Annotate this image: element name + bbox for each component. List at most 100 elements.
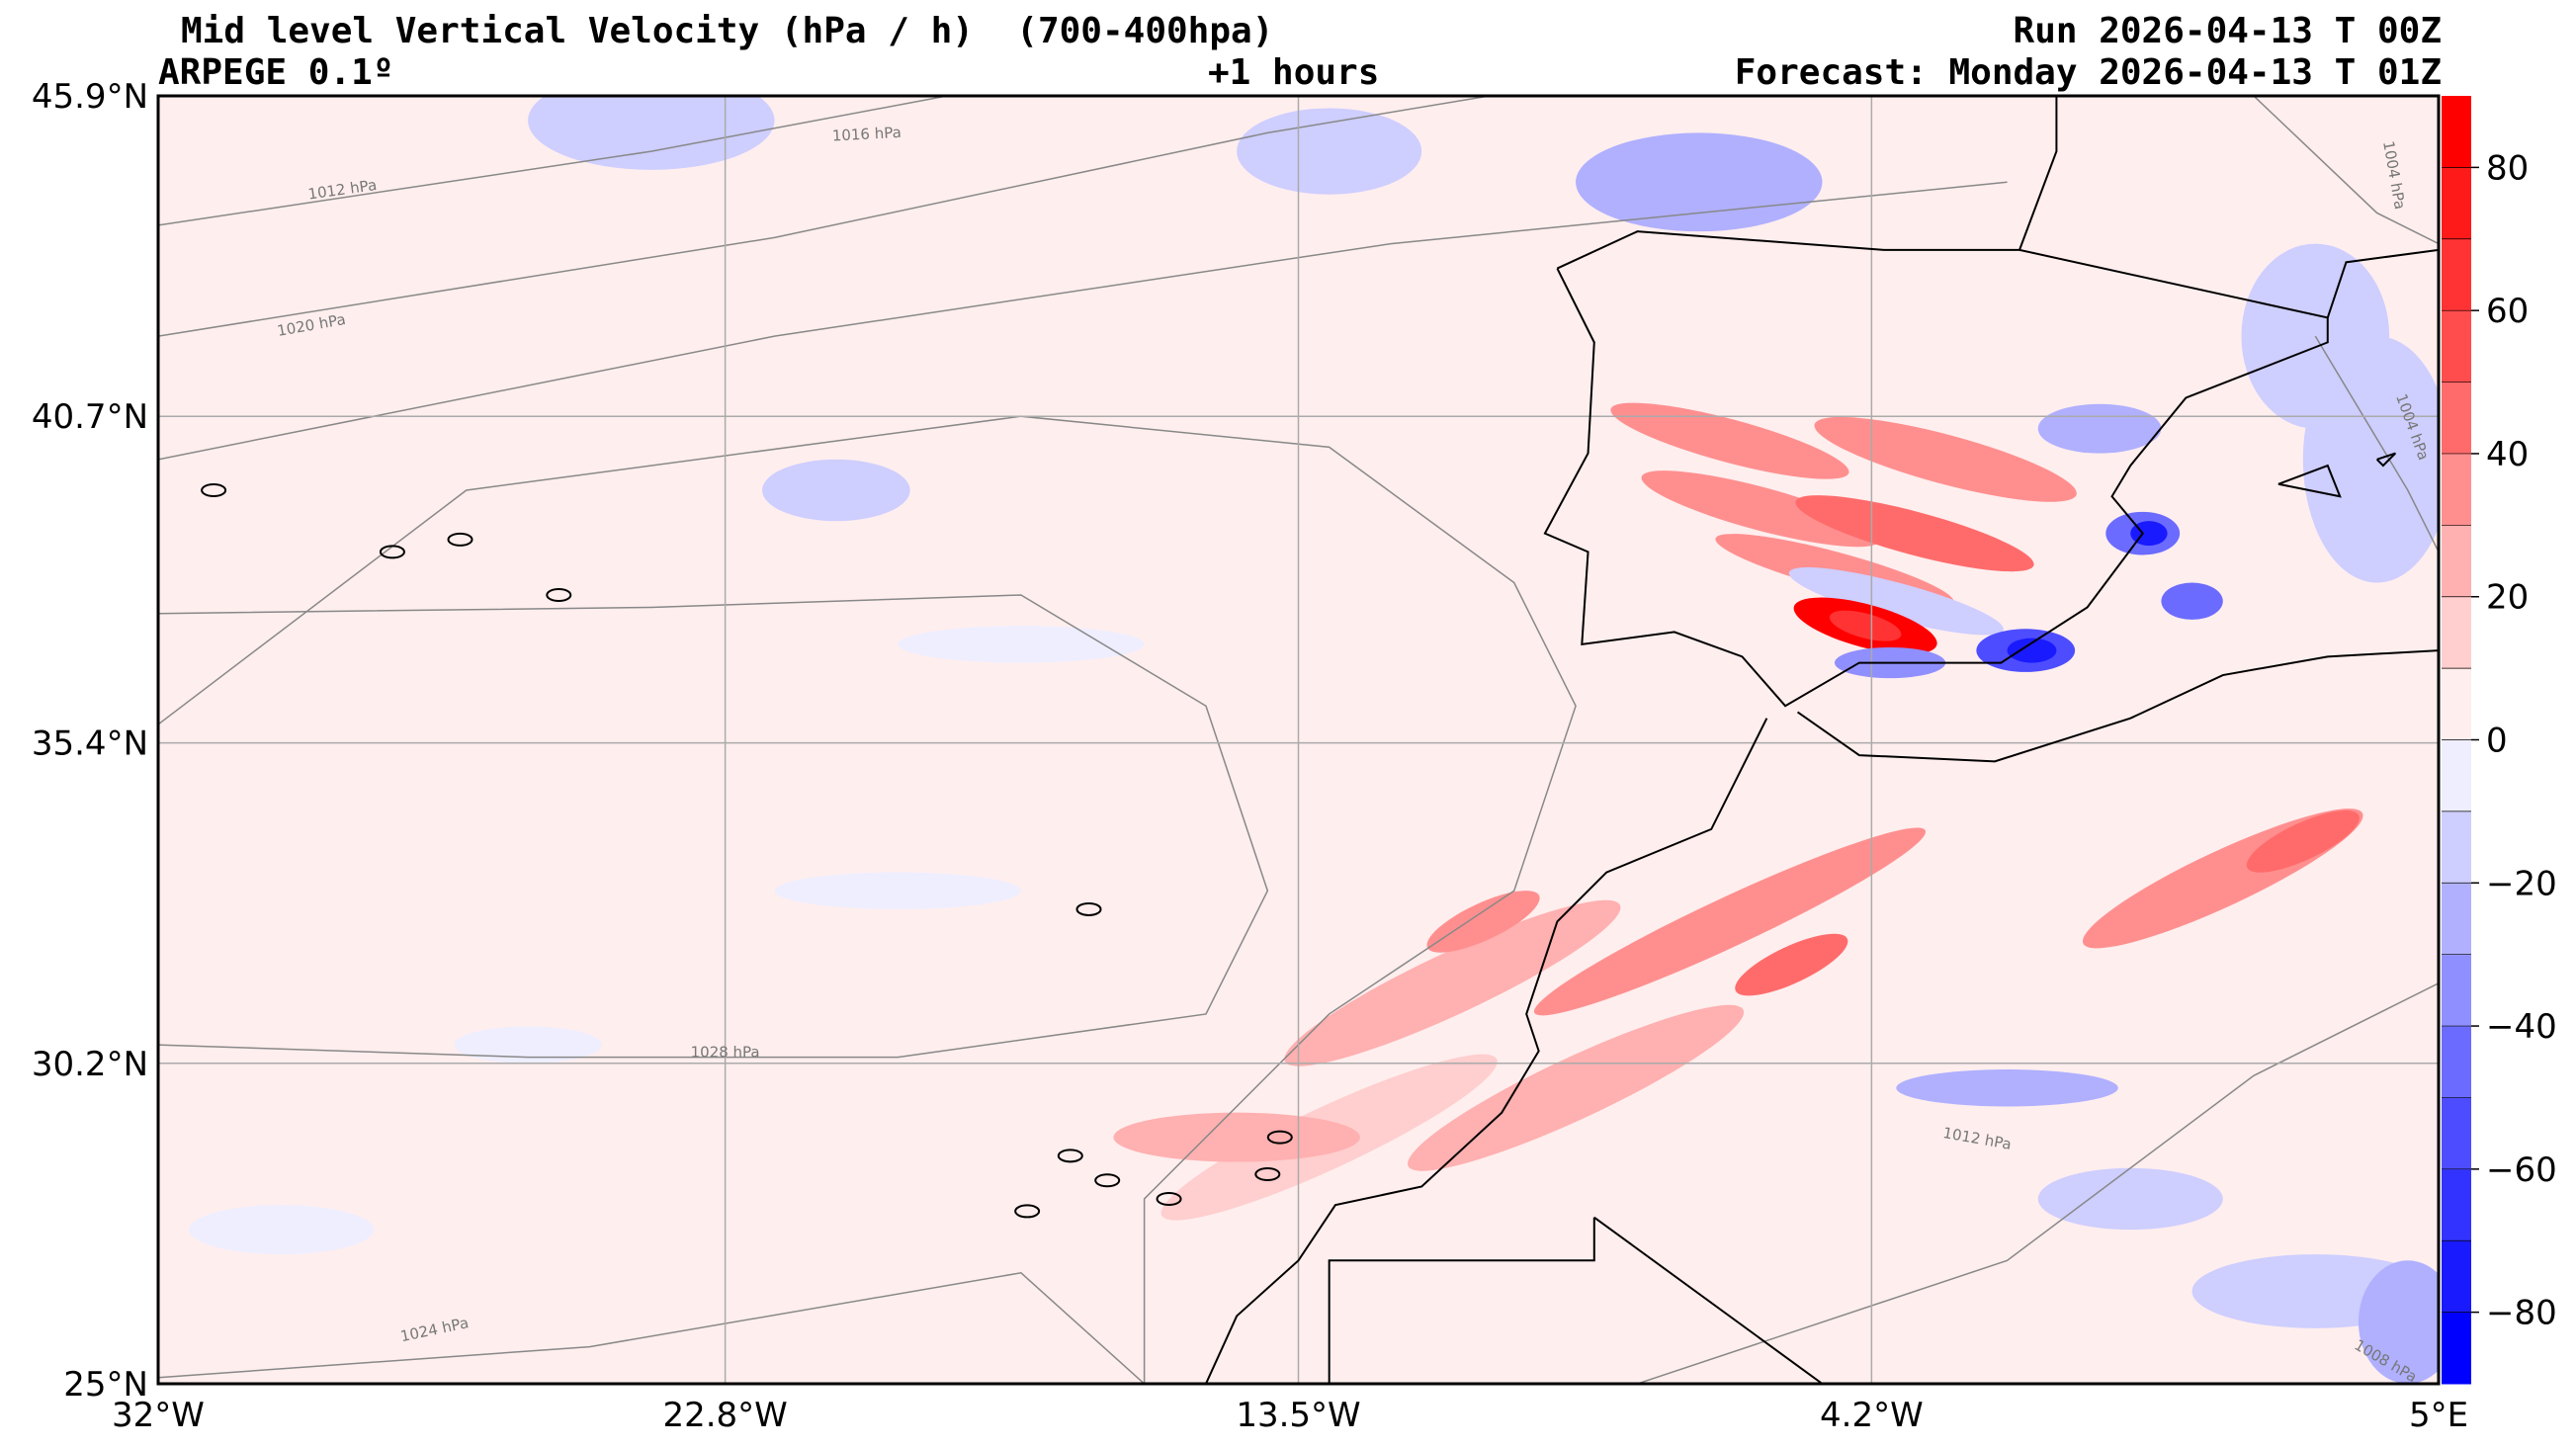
- colorbar-bin: [2442, 739, 2471, 812]
- velocity-blob: [1641, 470, 1880, 548]
- velocity-blob: [454, 1026, 602, 1064]
- isobar-line: [158, 96, 1495, 337]
- colorbar-tick-label: 20: [2486, 578, 2529, 618]
- lead-time-label: +1 hours: [1208, 52, 1380, 93]
- colorbar-bin: [2442, 453, 2471, 526]
- isobar-line: [1637, 982, 2439, 1384]
- island: [1057, 1149, 1083, 1163]
- velocity-blob: [1237, 108, 1422, 195]
- velocity-blob: [1576, 132, 1823, 232]
- velocity-blob: [1610, 402, 1849, 479]
- isobar-line: [158, 1271, 1146, 1384]
- velocity-blob: [1533, 827, 1927, 1016]
- colorbar-bin: [2442, 1240, 2471, 1314]
- velocity-blob: [1829, 610, 1902, 641]
- coastline: [2277, 464, 2342, 498]
- velocity-blob: [2358, 1260, 2439, 1384]
- velocity-blob: [2130, 521, 2168, 547]
- velocity-blob: [528, 96, 775, 170]
- isobar-line: [158, 96, 952, 226]
- colorbar-tick-label: 60: [2486, 292, 2529, 331]
- colorbar-bin: [2442, 167, 2471, 240]
- velocity-blob: [1284, 899, 1621, 1066]
- island: [546, 587, 572, 602]
- velocity-blob: [1814, 416, 2077, 502]
- island: [379, 545, 405, 559]
- velocity-blob: [1113, 1112, 1360, 1162]
- coastline: [1543, 230, 2329, 708]
- velocity-blob: [1426, 891, 1540, 953]
- coastline: [1796, 649, 2439, 763]
- colorbar-bin: [2442, 596, 2471, 669]
- isobar-line: [158, 594, 1269, 1059]
- y-tick-label: 25°N: [63, 1365, 148, 1405]
- chart-title: Mid level Vertical Velocity (hPa / h) (7…: [181, 11, 1274, 51]
- velocity-blob: [1795, 495, 2034, 572]
- colorbar-bin: [2442, 668, 2471, 740]
- x-tick-label: 13.5°W: [1236, 1396, 1360, 1435]
- velocity-blob: [2037, 403, 2162, 454]
- colorbar-tick-label: 40: [2486, 435, 2529, 474]
- isobar-label: 1016 hPa: [831, 124, 902, 145]
- colorbar-bin: [2442, 96, 2471, 168]
- colorbar-tick-label: −20: [2486, 864, 2557, 903]
- colorbar-bin: [2442, 238, 2471, 311]
- y-tick-label: 45.9°N: [32, 77, 148, 117]
- island: [1094, 1173, 1121, 1188]
- coastline: [1593, 1216, 1824, 1384]
- island: [201, 483, 227, 498]
- isobar-line: [2314, 335, 2439, 553]
- isobar-line: [2253, 96, 2439, 245]
- coastline: [2326, 248, 2439, 318]
- colorbar-tick-label: −60: [2486, 1150, 2557, 1190]
- colorbar: 80 60 40 20 0 −20 −40 −60 −80: [2442, 96, 2557, 1385]
- velocity-blob: [2161, 582, 2223, 620]
- colorbar-bin: [2442, 1097, 2471, 1170]
- coastline: [1205, 718, 1768, 1384]
- velocity-blob: [898, 626, 1145, 663]
- y-tick-label: 30.2°N: [32, 1045, 148, 1084]
- colorbar-tick-label: −40: [2486, 1007, 2557, 1047]
- colorbar-bin: [2442, 525, 2471, 598]
- model-label: ARPEGE 0.1º: [158, 52, 394, 93]
- coastline: [2375, 452, 2397, 468]
- forecast-label: Forecast: Monday 2026-04-13 T 01Z: [1734, 52, 2442, 93]
- isobar-line: [158, 415, 1577, 1384]
- velocity-blob: [2007, 638, 2057, 663]
- island: [1014, 1204, 1041, 1219]
- x-tick-label: 32°W: [112, 1396, 205, 1435]
- colorbar-bin: [2442, 954, 2471, 1027]
- colorbar-tick-label: −80: [2486, 1294, 2557, 1333]
- island: [1254, 1167, 1281, 1182]
- velocity-blob: [1735, 933, 1848, 996]
- map-frame: [156, 94, 2441, 1386]
- coastline: [2018, 96, 2058, 251]
- y-tick-label: 40.7°N: [32, 397, 148, 437]
- velocity-blob: [1408, 1004, 1745, 1171]
- velocity-blob: [774, 872, 1021, 909]
- colorbar-tick-label: 80: [2486, 148, 2529, 188]
- velocity-blob: [1788, 567, 2004, 636]
- coastline: [1328, 1217, 1595, 1384]
- velocity-blob: [2037, 1167, 2223, 1231]
- colorbar-bin: [2442, 310, 2471, 383]
- colorbar-bin: [2442, 1168, 2471, 1241]
- colorbar-bin: [2442, 382, 2471, 455]
- colorbar-bin: [2442, 1026, 2471, 1098]
- velocity-blob: [2246, 810, 2360, 873]
- colorbar-bin: [2442, 1312, 2471, 1385]
- island: [1266, 1130, 1293, 1145]
- x-tick-label: 22.8°W: [662, 1396, 787, 1435]
- run-label: Run 2026-04-13 T 00Z: [2013, 11, 2442, 51]
- colorbar-bin: [2442, 810, 2471, 884]
- isobar-line: [158, 181, 2008, 461]
- isobar-label: 1028 hPa: [691, 1044, 760, 1062]
- velocity-blob: [1896, 1069, 2118, 1107]
- colorbar-bin: [2442, 883, 2471, 956]
- velocity-blob: [2302, 336, 2439, 583]
- x-tick-label: 4.2°W: [1820, 1396, 1924, 1435]
- x-tick-label: 5°E: [2409, 1396, 2468, 1435]
- island: [447, 532, 473, 547]
- island: [1156, 1191, 1182, 1206]
